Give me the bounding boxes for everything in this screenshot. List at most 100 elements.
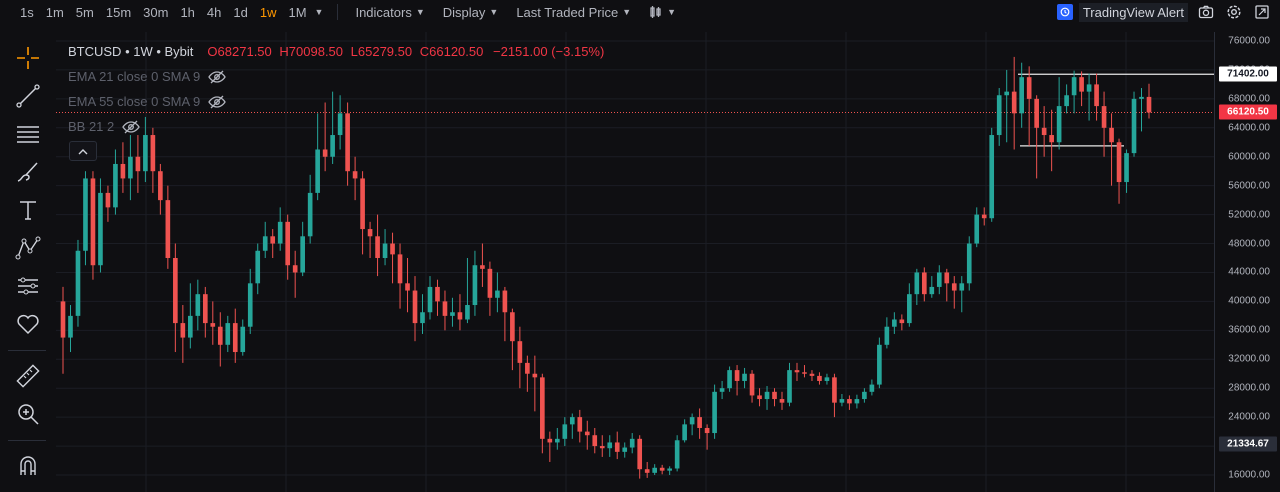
candle <box>382 229 388 266</box>
timeframe-30m-button[interactable]: 30m <box>143 4 169 20</box>
eye-hidden-icon[interactable] <box>208 70 226 84</box>
candle-body <box>764 391 770 400</box>
candle <box>420 294 425 334</box>
candle-body <box>510 312 515 342</box>
candle <box>480 243 485 287</box>
candle-body <box>802 372 807 374</box>
candle-body <box>90 178 96 266</box>
timeframe-more-button[interactable]: ▼ <box>313 0 330 24</box>
settings-button[interactable] <box>1224 2 1244 22</box>
timeframe-1s-button[interactable]: 1s <box>20 4 34 20</box>
candle-body <box>832 377 837 403</box>
timeframe-1m-button[interactable]: 1M <box>288 4 307 20</box>
candle-body <box>277 221 283 244</box>
dot-separator: • <box>152 43 165 59</box>
candle-body <box>847 399 852 404</box>
magnet-tool[interactable] <box>12 450 44 482</box>
candle <box>697 408 702 439</box>
indicators-label: Indicators <box>355 4 412 20</box>
price-chart[interactable] <box>56 32 1214 492</box>
indicator-row[interactable]: BB 21 2 <box>68 114 604 139</box>
candle <box>584 420 590 450</box>
price-source-button[interactable]: Last Traded Price ▼ <box>507 0 640 24</box>
dot-separator: • <box>121 43 134 59</box>
candle-body <box>839 399 845 403</box>
candle <box>292 250 298 298</box>
candle-body <box>517 341 523 363</box>
candle-body <box>749 373 755 396</box>
candle-body <box>989 135 995 219</box>
candle-body <box>734 370 740 381</box>
candle-body <box>667 468 672 471</box>
trendline-icon <box>16 84 40 108</box>
tradingview-alert-button[interactable]: TradingView Alert <box>1056 2 1188 22</box>
candle <box>996 88 1002 146</box>
candle-body <box>307 192 313 237</box>
eye-hidden-icon[interactable] <box>122 120 141 134</box>
zoom-tool[interactable] <box>12 398 44 430</box>
fullscreen-button[interactable] <box>1252 2 1272 22</box>
brush-tool[interactable] <box>12 156 44 188</box>
candle <box>105 185 111 222</box>
candle <box>802 365 807 378</box>
candle-body <box>360 178 365 230</box>
candle <box>345 102 350 186</box>
favorites-tool[interactable] <box>12 308 44 340</box>
forecast-tool[interactable] <box>12 270 44 302</box>
candle <box>442 290 448 331</box>
indicator-row[interactable]: EMA 21 close 0 SMA 9 <box>68 64 604 89</box>
candle-body <box>757 395 762 400</box>
candle-body <box>824 377 830 381</box>
brush-icon <box>17 162 38 182</box>
candle <box>143 116 148 183</box>
symbol-label[interactable]: BTCUSD <box>68 43 122 59</box>
candle-body <box>1064 95 1069 107</box>
timeframe-15m-button[interactable]: 15m <box>105 4 132 20</box>
candle-body <box>562 424 568 439</box>
candle <box>592 427 598 454</box>
legend-collapse-button[interactable] <box>69 141 97 161</box>
open-key: O <box>207 43 218 59</box>
measure-tool[interactable] <box>12 360 44 392</box>
crosshair-tool[interactable] <box>12 42 44 74</box>
indicator-row[interactable]: EMA 55 close 0 SMA 9 <box>68 89 604 114</box>
indicator-label: BB 21 2 <box>68 119 115 134</box>
candle-body <box>809 373 815 376</box>
candle <box>659 464 665 475</box>
indicators-button[interactable]: Indicators ▼ <box>346 0 433 24</box>
pattern-tool[interactable] <box>12 232 44 264</box>
timeframe-5m-button[interactable]: 5m <box>75 4 94 20</box>
candle-body <box>996 95 1002 136</box>
timeframe-4h-button[interactable]: 4h <box>206 4 222 20</box>
candle <box>128 135 133 201</box>
candle-body <box>158 171 163 201</box>
display-button[interactable]: Display ▼ <box>434 0 508 24</box>
candle-body <box>936 272 942 287</box>
chart-style-button[interactable]: ▼ <box>640 0 685 24</box>
fib-tool[interactable] <box>12 118 44 150</box>
timeframe-1h-button[interactable]: 1h <box>180 4 195 20</box>
trendline-tool[interactable] <box>12 80 44 112</box>
timeframe-1d-button[interactable]: 1d <box>233 4 248 20</box>
price-tick: 60000.00 <box>1228 151 1270 163</box>
candle-body <box>907 294 912 324</box>
candle <box>959 276 965 313</box>
candle-body <box>457 312 463 320</box>
candle <box>907 283 912 327</box>
candle <box>135 135 141 193</box>
eye-hidden-icon[interactable] <box>208 95 226 109</box>
candle <box>1011 56 1017 150</box>
text-tool[interactable] <box>12 194 44 226</box>
candle <box>966 236 972 291</box>
screenshot-button[interactable] <box>1196 2 1216 22</box>
price-tick: 64000.00 <box>1228 122 1270 134</box>
horizontal-lines <box>56 73 1214 147</box>
timeframe-1w-button[interactable]: 1w <box>259 4 277 20</box>
price-axis[interactable]: 76000.0072000.0068000.0064000.0060000.00… <box>1214 32 1280 492</box>
candle-body <box>502 290 508 313</box>
candle-body <box>1041 127 1047 136</box>
candle-body <box>315 149 320 193</box>
timeframe-1m-button[interactable]: 1m <box>45 4 64 20</box>
alert-clock-icon <box>1056 4 1073 20</box>
price-tick: 44000.00 <box>1228 266 1270 278</box>
